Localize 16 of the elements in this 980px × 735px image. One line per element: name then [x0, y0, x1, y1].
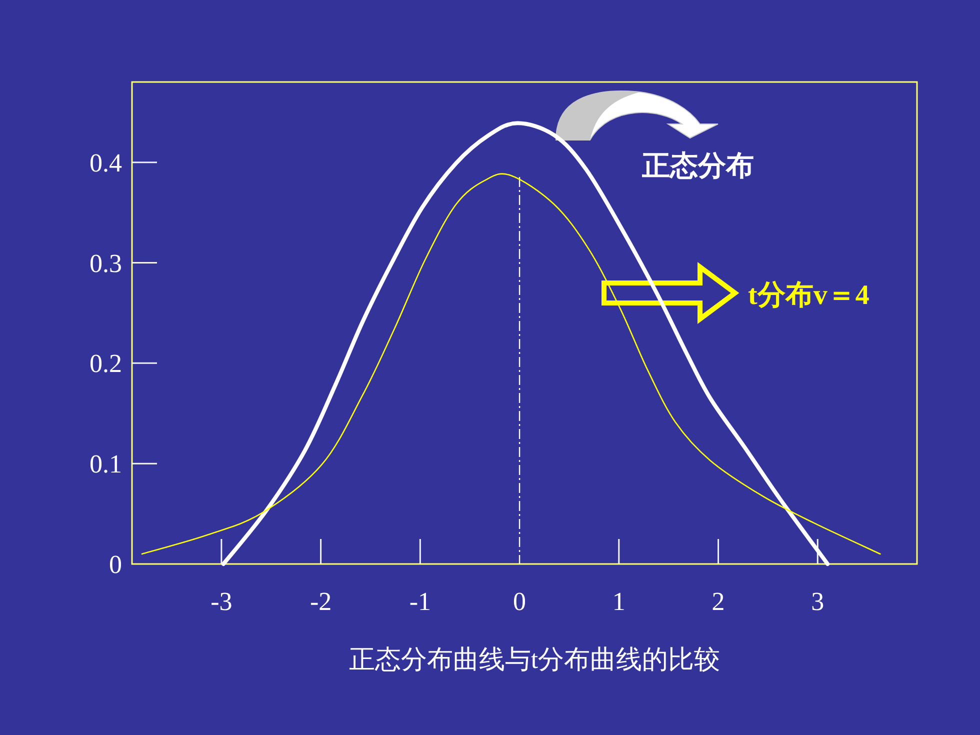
y-tick-label: 0.4	[90, 148, 122, 178]
x-tick-label: 0	[513, 587, 526, 616]
legend-label: t分布v＝4	[748, 280, 870, 311]
x-tick-label: -3	[210, 587, 232, 616]
y-tick-label: 0.1	[90, 450, 122, 479]
x-tick-label: 1	[612, 587, 626, 616]
x-tick-label: -1	[409, 587, 431, 616]
x-axis-title: 正态分布曲线与t分布曲线的比较	[348, 645, 720, 674]
x-tick-label: 3	[811, 587, 824, 616]
y-tick-label: 0.3	[90, 248, 122, 278]
line-series	[221, 121, 830, 566]
y-tick-label: 0	[109, 550, 122, 579]
x-tick-label: -2	[310, 587, 332, 616]
series-label: 正态分布	[641, 149, 754, 182]
y-tick-label: 0.2	[90, 349, 122, 378]
x-tick-label: 2	[712, 587, 725, 616]
